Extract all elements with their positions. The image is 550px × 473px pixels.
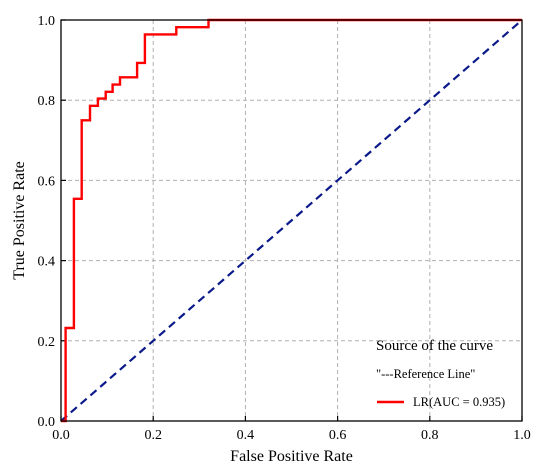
reference-line — [60, 19, 523, 422]
legend-entry-lr: LR(AUC = 0.935) — [413, 395, 505, 409]
series-lines — [60, 18, 523, 423]
x-axis-title: False Positive Rate — [230, 448, 353, 465]
x-tick-label: 0.6 — [329, 428, 347, 443]
y-tick-label: 0.8 — [38, 94, 56, 109]
axis-ticks: 0.0 0.2 0.4 0.6 0.8 1.0 0.0 0.2 0.4 0.6 0.8 1.0 — [38, 14, 531, 443]
y-tick-label: 1.0 — [38, 14, 56, 29]
legend-title: Source of the curve — [376, 338, 493, 354]
roc-curve-lr — [61, 18, 522, 423]
legend-reference-note: "---Reference Line" — [376, 367, 475, 381]
x-tick-label: 0.8 — [421, 428, 439, 443]
x-tick-label: 1.0 — [513, 428, 531, 443]
x-tick-label: 0.2 — [144, 428, 162, 443]
y-tick-label: 0.2 — [38, 335, 56, 350]
x-tick-label: 0.4 — [237, 428, 255, 443]
plot-frame — [60, 19, 523, 422]
legend: Source of the curve "---Reference Line" … — [376, 338, 505, 409]
grid — [61, 20, 522, 421]
y-tick-label: 0.6 — [38, 174, 56, 189]
x-tick-label: 0.0 — [52, 428, 70, 443]
y-tick-label: 0.0 — [38, 415, 56, 430]
y-axis-title: True Positive Rate — [11, 161, 28, 280]
y-tick-label: 0.4 — [38, 255, 56, 270]
